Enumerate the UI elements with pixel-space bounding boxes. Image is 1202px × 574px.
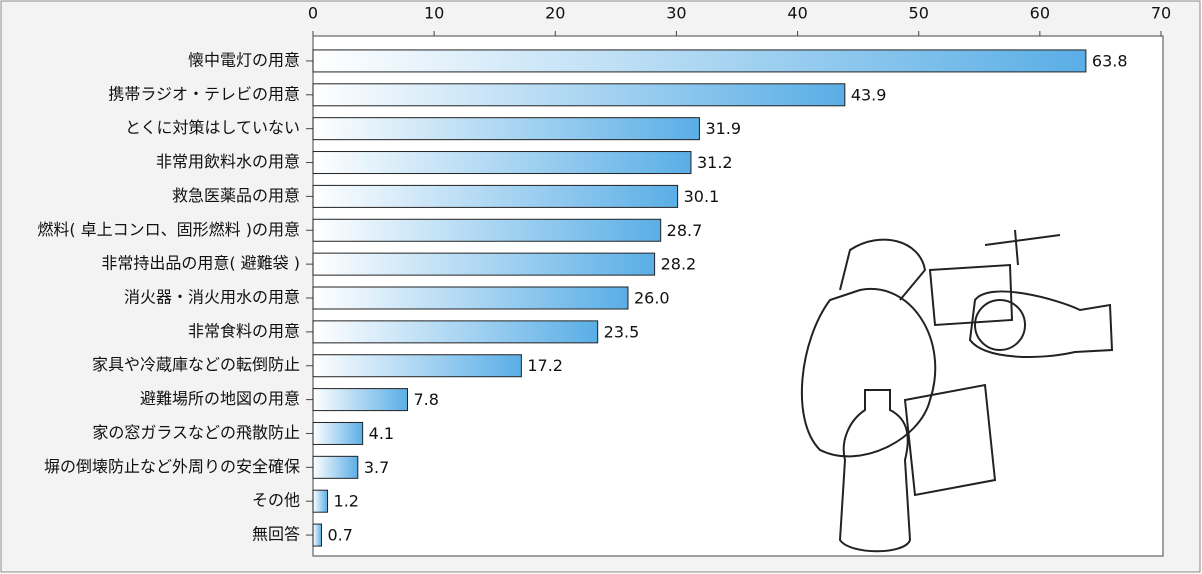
value-label: 7.8 bbox=[413, 390, 438, 409]
x-tick-label: 60 bbox=[1030, 4, 1050, 23]
value-label: 0.7 bbox=[327, 526, 352, 545]
value-label: 26.0 bbox=[634, 289, 670, 308]
value-label: 43.9 bbox=[851, 85, 887, 104]
bar bbox=[313, 253, 655, 275]
value-label: 17.2 bbox=[527, 356, 563, 375]
y-tick-label: 非常食料の用意 bbox=[188, 321, 300, 340]
bar bbox=[313, 321, 598, 343]
value-label: 28.2 bbox=[661, 255, 697, 274]
x-tick-label: 10 bbox=[424, 4, 444, 23]
y-tick-label: 救急医薬品の用意 bbox=[172, 186, 300, 205]
x-tick-label: 20 bbox=[545, 4, 565, 23]
x-tick-label: 40 bbox=[787, 4, 807, 23]
bar bbox=[313, 389, 407, 411]
y-tick-label: 家の窓ガラスなどの飛散防止 bbox=[92, 423, 300, 442]
y-tick-label: 懐中電灯の用意 bbox=[188, 50, 300, 69]
value-label: 30.1 bbox=[684, 187, 720, 206]
bar bbox=[313, 219, 661, 241]
value-label: 3.7 bbox=[364, 458, 389, 477]
value-label: 28.7 bbox=[667, 221, 703, 240]
y-tick-label: 非常用飲料水の用意 bbox=[156, 152, 300, 171]
x-tick-label: 0 bbox=[308, 4, 318, 23]
y-tick-label: とくに対策はしていない bbox=[125, 118, 300, 137]
y-tick-label: 携帯ラジオ・テレビの用意 bbox=[108, 84, 300, 103]
value-label: 31.2 bbox=[697, 153, 733, 172]
x-tick-label: 70 bbox=[1151, 4, 1171, 23]
bar bbox=[313, 490, 328, 512]
value-label: 63.8 bbox=[1092, 51, 1128, 70]
bar bbox=[313, 118, 699, 140]
bar bbox=[313, 185, 678, 207]
value-label: 1.2 bbox=[334, 492, 359, 511]
y-tick-label: 避難場所の地図の用意 bbox=[140, 389, 300, 408]
y-tick-label: 消火器・消火用水の用意 bbox=[124, 288, 300, 307]
bar bbox=[313, 422, 363, 444]
y-tick-label: 無回答 bbox=[252, 525, 300, 544]
bar bbox=[313, 524, 321, 546]
bar bbox=[313, 50, 1086, 72]
x-tick-label: 30 bbox=[666, 4, 686, 23]
y-tick-label: 塀の倒壊防止など外周りの安全確保 bbox=[44, 457, 300, 476]
bar bbox=[313, 355, 521, 377]
chart: 0 10 20 30 40 50 60 70 懐中電灯の用意 63.8 携帯ラジオ・テレビの用意 43… bbox=[0, 0, 1202, 574]
value-label: 4.1 bbox=[369, 424, 394, 443]
bar bbox=[313, 152, 691, 174]
y-tick-label: 非常持出品の用意( 避難袋 ) bbox=[101, 254, 300, 273]
bar bbox=[313, 84, 845, 106]
value-label: 23.5 bbox=[604, 322, 640, 341]
value-label: 31.9 bbox=[705, 119, 741, 138]
y-tick-label: 燃料( 卓上コンロ、固形燃料 )の用意 bbox=[37, 220, 300, 239]
bar bbox=[313, 456, 358, 478]
y-tick-label: 家具や冷蔵庫などの転倒防止 bbox=[92, 355, 300, 374]
x-tick-label: 50 bbox=[909, 4, 929, 23]
bar bbox=[313, 287, 628, 309]
y-tick-label: その他 bbox=[252, 491, 300, 510]
